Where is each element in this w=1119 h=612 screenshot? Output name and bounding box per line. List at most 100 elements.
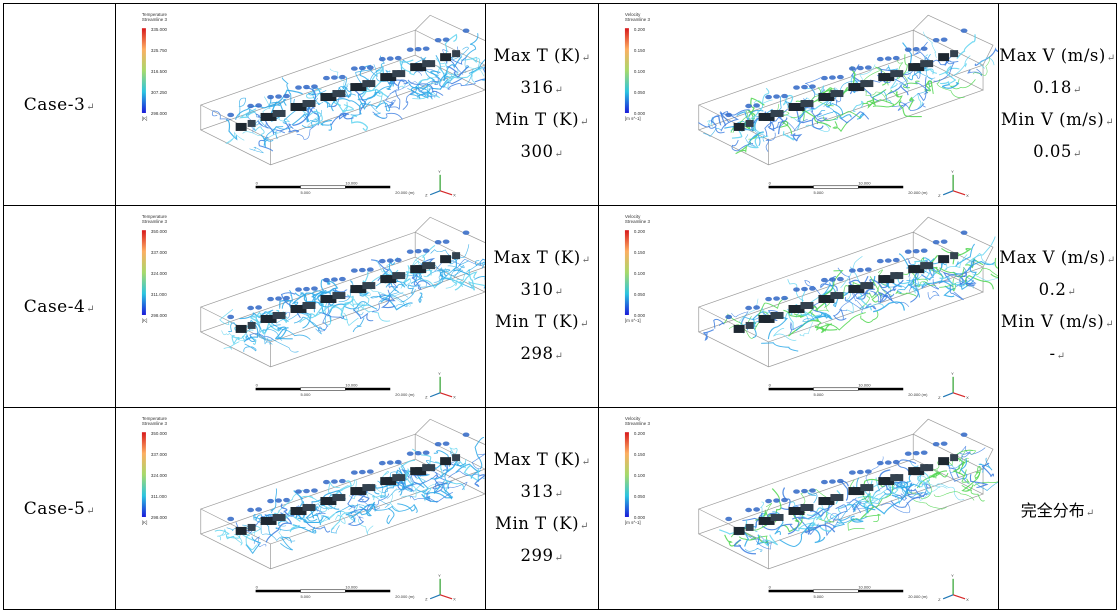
ceiling-vents: [227, 230, 470, 319]
axis-triad: Y X Z: [425, 370, 456, 399]
axis-label: Y: [951, 370, 954, 375]
legend-unit: [m s^-1]: [625, 519, 641, 524]
legend-title: Streamline 3: [625, 17, 651, 22]
temp-min-label: Min T (K): [495, 513, 580, 533]
scale-label: 20.000 (m): [395, 391, 415, 396]
axis-label: Z: [425, 596, 428, 601]
equipment-blocks: [235, 453, 461, 535]
axis-label: Y: [438, 168, 441, 173]
scale-label: 10.000: [858, 180, 871, 185]
ceiling-vents: [725, 229, 968, 319]
scale-label: 20.000 (m): [395, 189, 415, 194]
legend-tick: 337.000: [151, 250, 168, 255]
vel-min-label: Min V (m/s): [1000, 109, 1105, 129]
case-label: Case-4: [23, 296, 86, 317]
scale-label: 20.000 (m): [395, 593, 415, 598]
vel-max-label: Max V (m/s): [999, 247, 1106, 267]
axis-label: Z: [938, 192, 941, 197]
velocity-figure-cell: Velocity Streamline 3 0.200 0.150 0.100 0.050…: [598, 205, 999, 408]
ceiling-vents: [725, 27, 968, 117]
legend-tick: 0.100: [634, 473, 646, 478]
temp-max-value: 316: [520, 77, 554, 97]
legend-tick: 324.000: [151, 473, 168, 478]
ceiling-vents: [227, 432, 470, 521]
legend-tick: 0.050: [634, 292, 646, 297]
legend-tick: 0.050: [634, 494, 646, 499]
scale-label: 5.000: [301, 593, 312, 598]
temperature-figure-cell: Temperature Streamline 3 350.000 337.000 324…: [115, 407, 486, 610]
table-row: Case-3↵ Temperature Streamline 3 335.000 32…: [3, 3, 1117, 206]
scale-label: 20.000 (m): [908, 189, 928, 194]
legend-tick: 311.000: [151, 494, 167, 499]
legend-tick: 0.150: [634, 452, 646, 457]
results-table: Case-3↵ Temperature Streamline 3 335.000 32…: [3, 3, 1117, 610]
legend-title: Streamline 3: [142, 17, 168, 22]
axis-label: X: [453, 596, 456, 601]
legend-tick: 0.000: [634, 514, 646, 519]
scale-label: 5.000: [301, 189, 312, 194]
scale-label: 5.000: [813, 189, 824, 194]
case-label: Case-3: [23, 94, 86, 115]
vel-max-value: 0.18: [1033, 77, 1072, 97]
axis-label: Z: [425, 192, 428, 197]
legend-tick: 337.000: [151, 452, 168, 457]
legend-colorbar: [624, 27, 629, 113]
scale-label: 5.000: [813, 391, 824, 396]
axis-triad: Y X Z: [938, 168, 969, 197]
legend-title: Velocity: [625, 214, 641, 219]
legend-tick: 298.000: [151, 514, 168, 519]
temp-max-value: 313: [520, 481, 554, 501]
room-wireframe: [199, 14, 485, 165]
axis-label: Z: [425, 394, 428, 399]
temperature-stats-cell: Max T (K)↵ 313↵ Min T (K)↵ 299↵: [485, 407, 599, 610]
scale-bar: 0 5.000 10.000 20.000 (m): [256, 584, 415, 598]
legend-tick: 0.050: [634, 90, 646, 95]
axis-triad: Y X Z: [425, 572, 456, 601]
room-wireframe: [199, 216, 485, 367]
scale-label: 0: [256, 180, 259, 185]
scale-bar: 0 5.000 10.000 20.000 (m): [768, 180, 928, 194]
legend-tick: 0.200: [634, 431, 646, 436]
temp-max-label: Max T (K): [493, 449, 581, 469]
axis-label: Y: [951, 572, 954, 577]
velocity-note: 完全分布: [1020, 500, 1085, 520]
axis-label: Z: [938, 394, 941, 399]
legend-tick: 0.150: [634, 250, 646, 255]
case-label-cell: Case-5↵: [3, 407, 116, 610]
legend-colorbar: [141, 229, 146, 315]
vel-min-value: -: [1049, 343, 1056, 363]
case-label: Case-5: [23, 498, 86, 519]
temp-min-value: 298: [520, 343, 554, 363]
temperature-figure-cell: Temperature Streamline 3 335.000 325.750 316…: [115, 3, 486, 206]
table-row: Case-4↵ Temperature Streamline 3 350.000 33…: [3, 205, 1117, 408]
legend-tick: 311.000: [151, 292, 167, 297]
legend-title: Temperature: [142, 214, 168, 219]
velocity-figure-cell: Velocity Streamline 3 0.200 0.150 0.100 0.050…: [598, 407, 999, 610]
equipment-blocks: [733, 49, 959, 131]
legend-tick: 324.000: [151, 271, 168, 276]
scale-label: 10.000: [345, 584, 358, 589]
room-wireframe: [697, 14, 994, 165]
legend-tick: 0.100: [634, 69, 646, 74]
legend-tick: 0.200: [634, 229, 646, 234]
equipment-blocks: [733, 453, 959, 535]
axis-label: X: [966, 394, 969, 399]
axis-label: Y: [438, 370, 441, 375]
table-row: Case-5↵ Temperature Streamline 3 350.000 33…: [3, 407, 1117, 610]
legend-tick: 298.000: [151, 110, 168, 115]
axis-label: Y: [438, 572, 441, 577]
scale-label: 20.000 (m): [908, 391, 928, 396]
equipment-blocks: [235, 251, 461, 333]
temperature-figure-cell: Temperature Streamline 3 350.000 337.000 324…: [115, 205, 486, 408]
velocity-note-cell: 完全分布↵: [998, 407, 1117, 610]
scale-label: 10.000: [345, 180, 358, 185]
scale-label: 5.000: [301, 391, 312, 396]
temp-max-label: Max T (K): [493, 45, 581, 65]
scale-bar: 0 5.000 10.000 20.000 (m): [256, 180, 415, 194]
